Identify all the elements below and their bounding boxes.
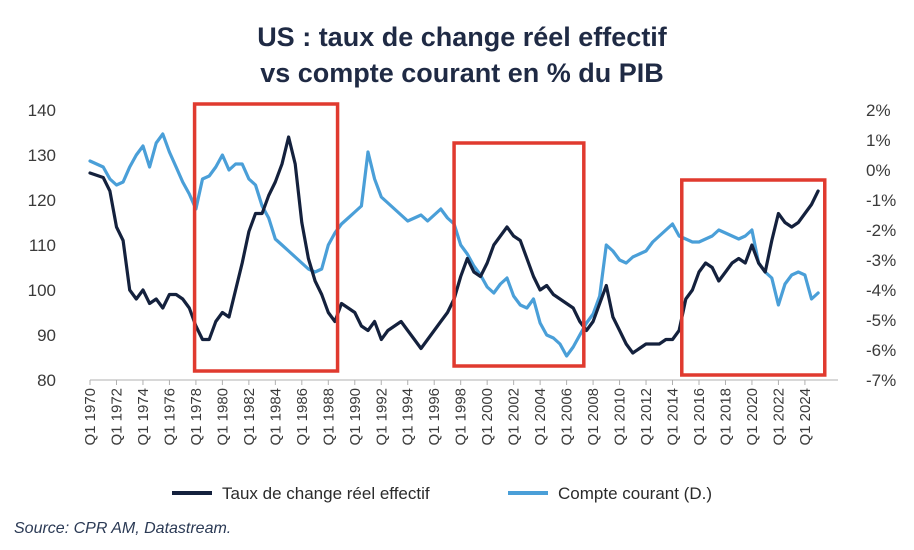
- chart-title-line-2: vs compte courant en % du PIB: [260, 58, 664, 88]
- right-tick-label: 2%: [866, 101, 891, 120]
- right-tick-label: -4%: [866, 281, 896, 300]
- x-tick-label: Q1 1972: [108, 388, 125, 446]
- x-axis: Q1 1970 Q1 1972 Q1 1974 Q1 1976 Q1 1978 Q1 19…: [82, 379, 838, 446]
- x-tick-label: Q1 1974: [135, 388, 152, 446]
- right-axis: 2% 1% 0% -1% -2% -3% -4% -5% -6% -7%: [866, 101, 896, 390]
- x-tick-label: Q1 1986: [294, 388, 311, 446]
- x-tick-label: Q1 2000: [479, 388, 496, 446]
- x-tick-label: Q1 2016: [691, 388, 708, 446]
- x-tick-label: Q1 2010: [612, 388, 629, 446]
- right-tick-label: -7%: [866, 371, 896, 390]
- right-tick-label: -1%: [866, 191, 896, 210]
- x-tick-label: Q1 1992: [373, 388, 390, 446]
- left-tick-label: 140: [28, 101, 56, 120]
- highlight-box: [680, 178, 827, 377]
- legend: Taux de change réel effectif Compte cour…: [172, 484, 712, 503]
- x-tick-label: Q1 1982: [241, 388, 258, 446]
- chart-title-line-1: US : taux de change réel effectif: [257, 22, 668, 52]
- x-tick-label: Q1 1980: [214, 388, 231, 446]
- left-axis: 80 90 100 110 120 130 140: [28, 101, 56, 390]
- x-tick-label: Q1 2008: [585, 388, 602, 446]
- highlight-boxes: [192, 102, 827, 377]
- x-tick-label: Q1 2024: [797, 388, 814, 446]
- x-tick-label: Q1 2014: [665, 388, 682, 446]
- x-tick-label: Q1 2022: [770, 388, 787, 446]
- x-tick-label: Q1 2006: [559, 388, 576, 446]
- x-tick-label: Q1 1988: [320, 388, 337, 446]
- legend-label-current-account: Compte courant (D.): [558, 484, 712, 503]
- left-tick-label: 90: [37, 326, 56, 345]
- x-tick-label: Q1 1994: [400, 388, 417, 446]
- right-tick-label: 1%: [866, 131, 891, 150]
- right-tick-label: -3%: [866, 251, 896, 270]
- right-tick-label: 0%: [866, 161, 891, 180]
- legend-label-exchange-rate: Taux de change réel effectif: [222, 484, 430, 503]
- x-tick-label: Q1 2004: [532, 388, 549, 446]
- left-tick-label: 100: [28, 281, 56, 300]
- x-tick-label: Q1 1978: [188, 388, 205, 446]
- source-note: Source: CPR AM, Datastream.: [14, 520, 231, 537]
- highlight-box: [452, 141, 586, 368]
- right-tick-label: -2%: [866, 221, 896, 240]
- x-tick-label: Q1 1996: [426, 388, 443, 446]
- x-tick-label: Q1 1970: [82, 388, 99, 446]
- x-tick-label: Q1 1998: [453, 388, 470, 446]
- x-tick-label: Q1 2012: [638, 388, 655, 446]
- x-tick-label: Q1 1984: [267, 388, 284, 446]
- left-tick-label: 110: [29, 236, 56, 255]
- x-tick-label: Q1 2020: [744, 388, 761, 446]
- right-tick-label: -6%: [866, 341, 896, 360]
- x-tick-label: Q1 1976: [161, 388, 178, 446]
- left-tick-label: 80: [37, 371, 56, 390]
- x-tick-label: Q1 2002: [506, 388, 523, 446]
- right-tick-label: -5%: [866, 311, 896, 330]
- x-tick-label: Q1 1990: [347, 388, 364, 446]
- highlight-box: [192, 102, 340, 373]
- x-tick-label: Q1 2018: [717, 388, 734, 446]
- left-tick-label: 120: [28, 191, 56, 210]
- left-tick-label: 130: [28, 146, 56, 165]
